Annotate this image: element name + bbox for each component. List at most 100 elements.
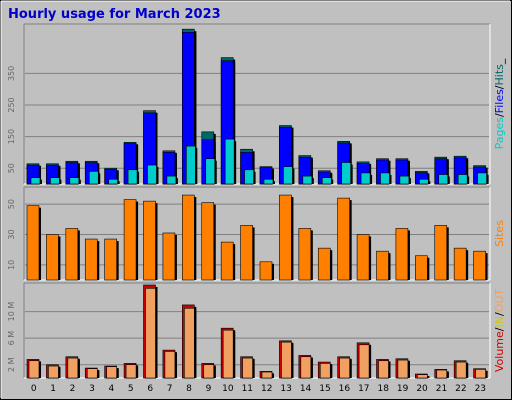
legend-separator: / bbox=[493, 85, 506, 89]
bar-sites bbox=[356, 234, 370, 281]
legend-in: IN bbox=[493, 316, 506, 327]
y-tick-label: 2 M bbox=[7, 357, 16, 372]
x-tick-label: 16 bbox=[339, 384, 351, 394]
y-tick-label: 10 bbox=[7, 260, 16, 270]
x-tick-label: 14 bbox=[300, 384, 312, 394]
bar-out bbox=[242, 357, 253, 379]
bar-pages bbox=[186, 145, 196, 185]
bar-pages bbox=[69, 177, 80, 185]
legend-sites: Sites bbox=[493, 220, 506, 247]
bar-pages bbox=[341, 162, 351, 185]
x-tick-label: 15 bbox=[319, 384, 330, 394]
bar-out bbox=[145, 288, 156, 379]
legend-label: Sites bbox=[493, 220, 506, 247]
bar-sites bbox=[376, 250, 389, 281]
bar-out bbox=[397, 359, 409, 379]
x-tick-label: 12 bbox=[261, 384, 272, 394]
bar-out bbox=[28, 360, 40, 379]
legend-hits: Hits bbox=[493, 64, 506, 86]
bar-pages bbox=[50, 177, 60, 185]
y-tick-label: 6 M bbox=[7, 331, 16, 346]
bar-pages bbox=[205, 158, 216, 185]
x-tick-label: 13 bbox=[280, 384, 291, 394]
bar-sites bbox=[65, 228, 79, 281]
bar-out bbox=[378, 360, 389, 379]
bar-pages bbox=[283, 166, 293, 185]
bar-sites bbox=[84, 238, 98, 281]
panel-background bbox=[24, 24, 490, 184]
bar-sites bbox=[395, 228, 409, 281]
bar-out bbox=[106, 366, 117, 379]
bar-out bbox=[417, 374, 428, 379]
bar-out bbox=[475, 369, 486, 379]
y-tick-label: 30 bbox=[7, 229, 16, 239]
bar-pages bbox=[419, 178, 429, 185]
bar-pages bbox=[457, 174, 468, 185]
x-tick-label: 18 bbox=[377, 384, 389, 394]
bar-out bbox=[339, 357, 350, 379]
bar-pages bbox=[438, 174, 449, 185]
legend-pages: Pages bbox=[493, 117, 506, 150]
legend-separator: / bbox=[493, 113, 506, 117]
x-tick-label: 3 bbox=[89, 384, 95, 394]
bar-sites bbox=[201, 202, 215, 281]
bar-out bbox=[261, 371, 273, 379]
bar-pages bbox=[263, 178, 274, 185]
bar-sites bbox=[337, 197, 350, 281]
bar-sites bbox=[279, 194, 292, 281]
legend-separator: / bbox=[493, 327, 506, 331]
bar-out bbox=[184, 307, 195, 379]
legend-out: OUT bbox=[493, 289, 506, 313]
y-tick-label: 250 bbox=[7, 97, 16, 112]
bar-out bbox=[203, 364, 215, 379]
x-tick-label: 22 bbox=[455, 384, 466, 394]
bar-out bbox=[67, 357, 79, 379]
bar-sites bbox=[298, 228, 312, 281]
bar-pages bbox=[166, 175, 177, 185]
x-tick-label: 19 bbox=[397, 384, 409, 394]
bar-sites bbox=[104, 238, 117, 281]
bar-sites bbox=[220, 241, 234, 281]
x-tick-label: 11 bbox=[242, 384, 253, 394]
x-tick-label: 4 bbox=[109, 384, 115, 394]
y-tick-label: 150 bbox=[7, 129, 16, 144]
bar-out bbox=[222, 329, 234, 379]
bar-pages bbox=[321, 177, 332, 185]
legend-label: Volume/IN/OUT bbox=[493, 289, 506, 373]
x-tick-label: 10 bbox=[222, 384, 234, 394]
bar-pages bbox=[88, 171, 99, 185]
chart-title: Hourly usage for March 2023 bbox=[8, 7, 221, 22]
bar-sites bbox=[46, 234, 59, 281]
x-tick-label: 20 bbox=[416, 384, 428, 394]
legend-files: Files bbox=[493, 89, 506, 113]
bar-sites bbox=[26, 205, 40, 281]
bar-out bbox=[86, 368, 98, 379]
bar-pages bbox=[380, 172, 390, 185]
bar-sites bbox=[415, 255, 428, 281]
bar-pages bbox=[108, 178, 118, 185]
bar-sites bbox=[240, 225, 253, 281]
bar-pages bbox=[360, 172, 371, 185]
x-tick-label: 23 bbox=[475, 384, 486, 394]
x-tick-label: 8 bbox=[186, 384, 192, 394]
bar-sites bbox=[453, 247, 467, 281]
bar-sites bbox=[162, 232, 176, 281]
bar-out bbox=[48, 365, 59, 379]
x-tick-label: 9 bbox=[206, 384, 212, 394]
legend-label: Pages/Files/Hits_ bbox=[493, 58, 506, 149]
x-tick-label: 1 bbox=[50, 384, 56, 394]
legend-volume: Volume bbox=[493, 331, 506, 372]
bar-out bbox=[436, 369, 448, 379]
bar-sites bbox=[182, 194, 195, 281]
legend-separator: _ bbox=[493, 58, 506, 65]
bar-pages bbox=[30, 177, 41, 185]
bar-sites bbox=[259, 261, 273, 281]
y-tick-label: 50 bbox=[7, 199, 16, 209]
bar-pages bbox=[147, 164, 157, 185]
bar-sites bbox=[143, 200, 156, 281]
x-tick-label: 5 bbox=[128, 384, 134, 394]
bar-sites bbox=[473, 250, 486, 281]
x-tick-label: 2 bbox=[70, 384, 76, 394]
